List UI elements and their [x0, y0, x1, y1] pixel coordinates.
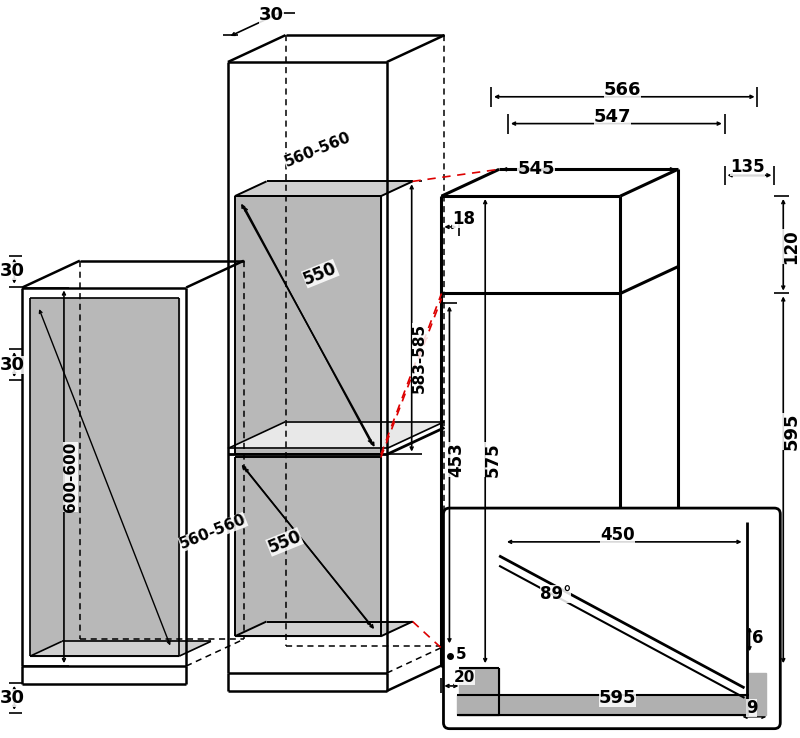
- Text: 560-560: 560-560: [282, 129, 353, 170]
- Text: 595: 595: [598, 689, 636, 707]
- Text: 20: 20: [454, 671, 475, 686]
- Text: 560-560: 560-560: [178, 511, 249, 552]
- Text: 89°: 89°: [540, 584, 571, 602]
- Text: 30: 30: [0, 262, 25, 280]
- Text: 30: 30: [0, 689, 25, 707]
- Text: 30: 30: [0, 356, 25, 374]
- FancyBboxPatch shape: [443, 508, 780, 728]
- Text: 135: 135: [730, 159, 765, 176]
- Polygon shape: [235, 621, 413, 636]
- Polygon shape: [746, 673, 766, 714]
- Text: 5: 5: [456, 646, 466, 662]
- Text: 120: 120: [782, 230, 800, 264]
- Text: 595: 595: [782, 413, 800, 450]
- Text: 30: 30: [259, 7, 284, 24]
- Polygon shape: [235, 182, 413, 196]
- Polygon shape: [235, 458, 381, 636]
- Text: 600-600: 600-600: [63, 442, 78, 512]
- Text: 575: 575: [484, 442, 502, 477]
- Polygon shape: [228, 421, 445, 449]
- Polygon shape: [30, 298, 179, 656]
- Text: 547: 547: [594, 108, 631, 125]
- Text: 9: 9: [746, 699, 758, 717]
- Text: 566: 566: [603, 81, 641, 99]
- Text: 583-585: 583-585: [412, 323, 427, 393]
- Text: 550: 550: [265, 527, 304, 556]
- Text: 450: 450: [600, 526, 634, 544]
- Text: 545: 545: [517, 160, 554, 179]
- Text: 550: 550: [301, 259, 340, 289]
- Polygon shape: [235, 196, 381, 455]
- Polygon shape: [459, 668, 499, 714]
- Text: 453: 453: [447, 442, 466, 477]
- Polygon shape: [458, 695, 750, 714]
- Polygon shape: [30, 641, 211, 656]
- Text: 18: 18: [452, 210, 475, 228]
- Text: 6: 6: [752, 630, 763, 647]
